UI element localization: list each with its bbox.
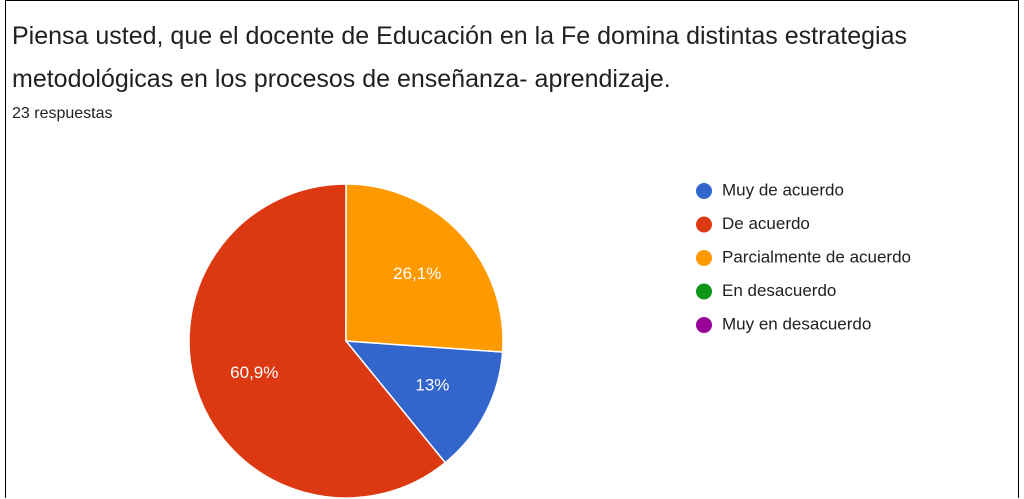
pie-slice <box>345 183 504 353</box>
chart-title: Piensa usted, que el docente de Educació… <box>12 22 908 93</box>
chart: 13% 60,9% 26,1% Muy de acuerdo De acuerdo Par… <box>188 180 911 498</box>
legend-swatch <box>696 317 712 333</box>
slice-label: 26,1% <box>393 264 441 283</box>
chart-card: Piensa usted, que el docente de Educació… <box>5 0 1019 498</box>
legend-swatch <box>696 183 712 199</box>
legend-swatch <box>696 216 712 233</box>
pie-slice <box>188 183 447 498</box>
legend-label: Muy en desacuerdo <box>722 314 871 333</box>
pie-slice <box>344 340 504 464</box>
legend-swatch <box>696 283 712 300</box>
slice-label: 60,9% <box>230 363 278 382</box>
legend-label: En desacuerdo <box>722 281 836 300</box>
response-count: 23 respuestas <box>12 105 113 122</box>
slice-label: 13% <box>415 375 449 394</box>
legend-label: Parcialmente de acuerdo <box>722 247 911 266</box>
legend-swatch <box>696 250 712 266</box>
legend-label: Muy de acuerdo <box>722 180 844 199</box>
legend-label: De acuerdo <box>722 214 810 233</box>
